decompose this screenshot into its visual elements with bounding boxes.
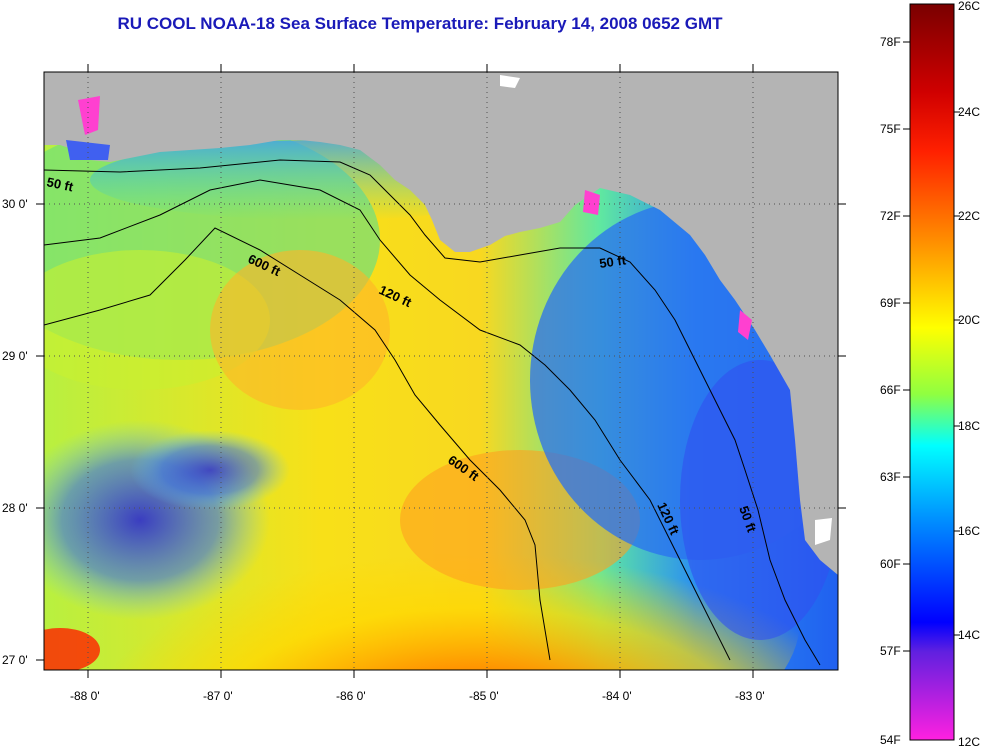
colorbar-c-label: 18C [958, 419, 980, 433]
colorbar-f-label: 63F [880, 470, 901, 484]
lon-label: -86 0' [336, 689, 366, 703]
contour-label: 50 ft [598, 252, 627, 271]
colorbar-f-label: 75F [880, 122, 901, 136]
colorbar-f-label: 54F [880, 733, 901, 747]
lat-label: 27 0' [2, 653, 28, 667]
land-mass [44, 72, 838, 575]
contour-120ft [44, 179, 731, 661]
map-title: RU COOL NOAA-18 Sea Surface Temperature:… [117, 14, 723, 33]
plot-frame [43, 71, 839, 671]
colorbar-scale [909, 3, 955, 741]
colorbar-c-label: 12C [958, 735, 980, 749]
colorbar-f-label: 78F [880, 35, 901, 49]
colorbar-f-label: 72F [880, 209, 901, 223]
lon-label: -83 0' [735, 689, 765, 703]
lon-label: -85 0' [469, 689, 499, 703]
lon-label: -87 0' [203, 689, 233, 703]
contour-600ft [44, 227, 551, 661]
colorbar-c-label: 26C [958, 0, 980, 13]
colorbar-c-label: 20C [958, 313, 980, 327]
colorbar-f-label: 69F [880, 296, 901, 310]
lon-label: -84 0' [602, 689, 632, 703]
axis-ticks [36, 64, 846, 678]
lon-label: -88 0' [70, 689, 100, 703]
colorbar-c-label: 24C [958, 105, 980, 119]
lat-label: 28 0' [2, 501, 28, 515]
colorbar-c-label: 14C [958, 628, 980, 642]
lat-label: 30 0' [2, 197, 28, 211]
colorbar-c-label: 16C [958, 524, 980, 538]
colorbar-f-label: 66F [880, 383, 901, 397]
colorbar-f-label: 60F [880, 557, 901, 571]
colorbar-f-label: 57F [880, 644, 901, 658]
lat-label: 29 0' [2, 349, 28, 363]
sst-map: 50 ft 600 ft 120 ft 50 ft 600 ft 120 ft … [2, 64, 846, 703]
contour-50ft-west [44, 159, 821, 666]
contour-label: 50 ft [45, 174, 75, 194]
colorbar-c-label: 22C [958, 209, 980, 223]
